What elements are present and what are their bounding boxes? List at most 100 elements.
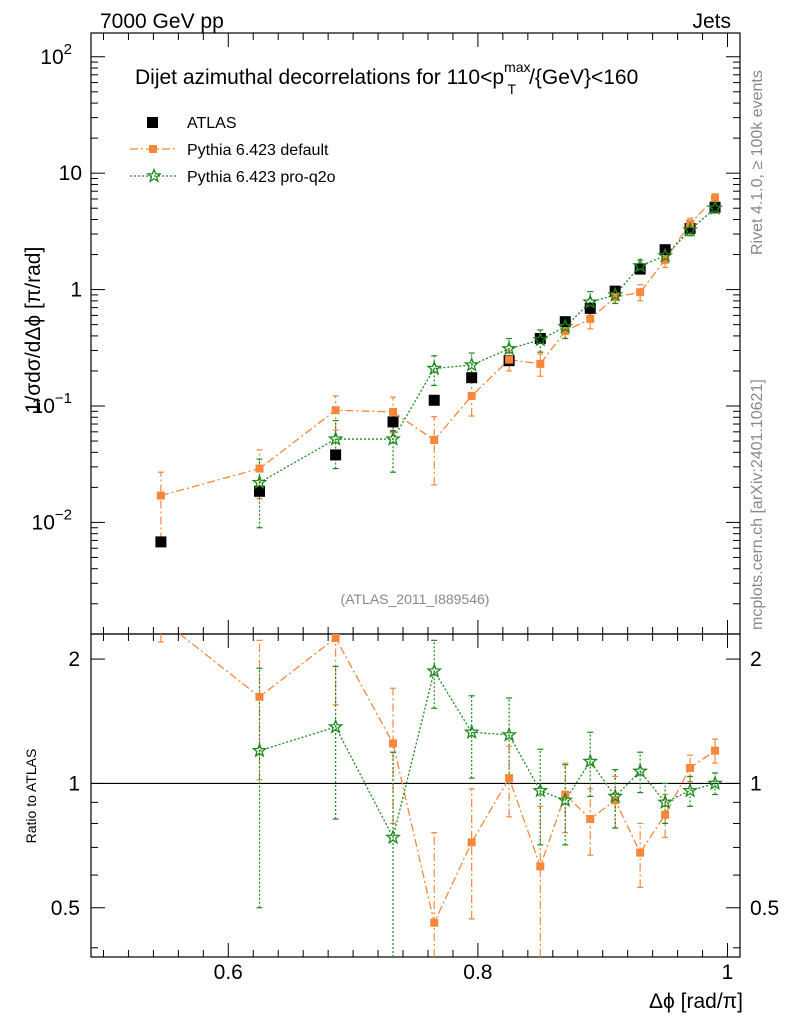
ratio-y-tick-label-right: 0.5 xyxy=(750,897,779,920)
tick-label-base: 1 xyxy=(70,279,82,302)
point-pythia-6-423-pro-q2o xyxy=(426,360,443,376)
point-pythia-6-423-default xyxy=(331,406,340,415)
series-line-pythia-6-423-default xyxy=(160,197,716,497)
tick-label-base: 10 xyxy=(59,162,82,185)
main-y-tick-label: 1 xyxy=(70,279,82,302)
ratio-point-pythia-6-423-pro-q2o xyxy=(251,742,268,758)
point-atlas xyxy=(709,201,721,213)
point-atlas xyxy=(609,285,621,297)
point-pythia-6-423-default xyxy=(661,255,670,264)
analysis-id: (ATLAS_2011_I889546) xyxy=(341,591,490,607)
point-pythia-6-423-default xyxy=(255,464,264,473)
point-pythia-6-423-pro-q2o xyxy=(632,257,649,273)
legend-default-label: Pythia 6.423 default xyxy=(187,142,329,159)
point-atlas xyxy=(534,333,546,345)
ratio-point-pythia-6-423-pro-q2o xyxy=(463,723,480,740)
chart-title: Dijet azimuthal decorrelations for 110<p… xyxy=(135,59,638,97)
ratio-point-pythia-6-423-default xyxy=(505,774,514,783)
header-left: 7000 GeV pp xyxy=(100,10,224,33)
ratio-point-pythia-6-423-default xyxy=(636,848,645,857)
x-axis-label: Δϕ [rad/π] xyxy=(649,990,743,1013)
point-pythia-6-423-pro-q2o xyxy=(657,247,674,263)
point-atlas xyxy=(387,416,399,428)
ratio-point-pythia-6-423-pro-q2o xyxy=(385,829,401,845)
ratio-panel: 0.5 0.5 1 1 2 2 0.6 0.8 1 Ratio to ATLAS Δϕ [rad… xyxy=(23,633,779,1013)
point-pythia-6-423-pro-q2o xyxy=(251,474,268,490)
title-sup: max xyxy=(504,59,530,75)
ratio-point-pythia-6-423-default xyxy=(711,746,720,755)
point-pythia-6-423-pro-q2o xyxy=(557,318,574,334)
point-atlas xyxy=(684,222,696,234)
point-pythia-6-423-default xyxy=(467,391,476,400)
ratio-point-pythia-6-423-default xyxy=(331,633,340,642)
ratio-point-pythia-6-423-pro-q2o xyxy=(682,782,699,798)
legend-default-marker xyxy=(149,145,157,153)
ratio-point-pythia-6-423-default xyxy=(536,862,545,871)
main-y-axis-label: 1/σdσ/dΔϕ [π/rad] xyxy=(22,247,45,414)
ratio-y-tick-label: 2 xyxy=(68,648,80,671)
ratio-error-bars xyxy=(157,634,719,957)
legend: ATLAS Pythia 6.423 default Pythia 6.423 … xyxy=(130,115,336,186)
mcplots-label: mcplots.cern.ch [arXiv:2401.10621] xyxy=(749,379,766,630)
legend-q2o-label: Pythia 6.423 pro-q2o xyxy=(187,169,336,186)
ratio-point-pythia-6-423-pro-q2o xyxy=(657,793,674,810)
main-y-tick-label: 10 xyxy=(59,162,82,185)
ratio-y-tick-label-right: 2 xyxy=(750,648,762,671)
ratio-y-tick-label: 1 xyxy=(68,772,80,795)
point-pythia-6-423-default xyxy=(586,314,595,323)
legend-atlas-marker xyxy=(147,117,158,128)
point-pythia-6-423-pro-q2o xyxy=(707,199,723,215)
ratio-tick-labels: 0.5 0.5 1 1 2 2 0.6 0.8 1 xyxy=(51,648,779,984)
ratio-point-pythia-6-423-pro-q2o xyxy=(557,791,574,808)
point-pythia-6-423-default xyxy=(505,355,514,364)
point-pythia-6-423-default xyxy=(711,194,720,203)
ratio-point-pythia-6-423-pro-q2o xyxy=(327,718,344,734)
ratio-point-pythia-6-423-default xyxy=(586,815,595,824)
x-tick-label: 0.6 xyxy=(214,961,243,984)
point-atlas xyxy=(155,536,167,548)
point-atlas xyxy=(466,372,478,384)
x-tick-label: 0.8 xyxy=(463,961,492,984)
ratio-point-pythia-6-423-default xyxy=(430,918,439,927)
tick-label-base: 10 xyxy=(40,46,63,69)
ratio-point-pythia-6-423-default xyxy=(389,739,398,748)
tick-label-base: 10 xyxy=(32,395,55,418)
ratio-y-axis-label: Ratio to ATLAS xyxy=(23,749,39,844)
ratio-point-pythia-6-423-pro-q2o xyxy=(582,753,599,769)
legend-q2o-marker xyxy=(146,167,162,183)
ratio-point-pythia-6-423-pro-q2o xyxy=(607,788,624,804)
ratio-line-pythia-6-423-pro-q2o xyxy=(259,669,716,840)
series-line-pythia-6-423-pro-q2o xyxy=(259,207,716,484)
point-pythia-6-423-pro-q2o xyxy=(501,340,518,356)
legend-atlas-label: ATLAS xyxy=(187,115,237,132)
main-y-tick-label: 102 xyxy=(40,41,72,69)
ratio-point-pythia-6-423-default xyxy=(686,763,695,772)
tick-label-exponent: −1 xyxy=(55,390,72,407)
ratio-axis-ticks xyxy=(91,658,740,949)
main-error-bars xyxy=(157,193,719,542)
rivet-label: Rivet 4.1.0, ≥ 100k events xyxy=(749,70,766,255)
ratio-line-pythia-6-423-default xyxy=(179,633,716,925)
ratio-y-tick-label-right: 1 xyxy=(750,772,762,795)
point-pythia-6-423-pro-q2o xyxy=(532,331,549,347)
point-pythia-6-423-default xyxy=(156,491,165,500)
point-atlas xyxy=(330,449,342,461)
tick-label-exponent: 2 xyxy=(64,41,72,58)
ratio-series-lines xyxy=(179,633,716,925)
main-y-tick-label: 10−2 xyxy=(32,506,72,534)
ratio-point-pythia-6-423-pro-q2o xyxy=(501,726,518,742)
title-prefix: Dijet azimuthal decorrelations for 110<p xyxy=(135,66,504,89)
point-pythia-6-423-pro-q2o xyxy=(582,293,599,309)
ratio-point-pythia-6-423-default xyxy=(611,796,620,805)
ratio-point-pythia-6-423-default xyxy=(255,692,264,701)
main-y-tick-label: 10−1 xyxy=(32,390,72,418)
point-pythia-6-423-default xyxy=(389,407,398,416)
point-pythia-6-423-default xyxy=(536,359,545,368)
ratio-point-pythia-6-423-pro-q2o xyxy=(707,775,723,791)
header-right: Jets xyxy=(692,10,731,33)
main-markers xyxy=(155,194,723,548)
title-sub: T xyxy=(508,81,517,97)
point-pythia-6-423-pro-q2o xyxy=(682,221,699,237)
point-pythia-6-423-default xyxy=(430,436,439,445)
